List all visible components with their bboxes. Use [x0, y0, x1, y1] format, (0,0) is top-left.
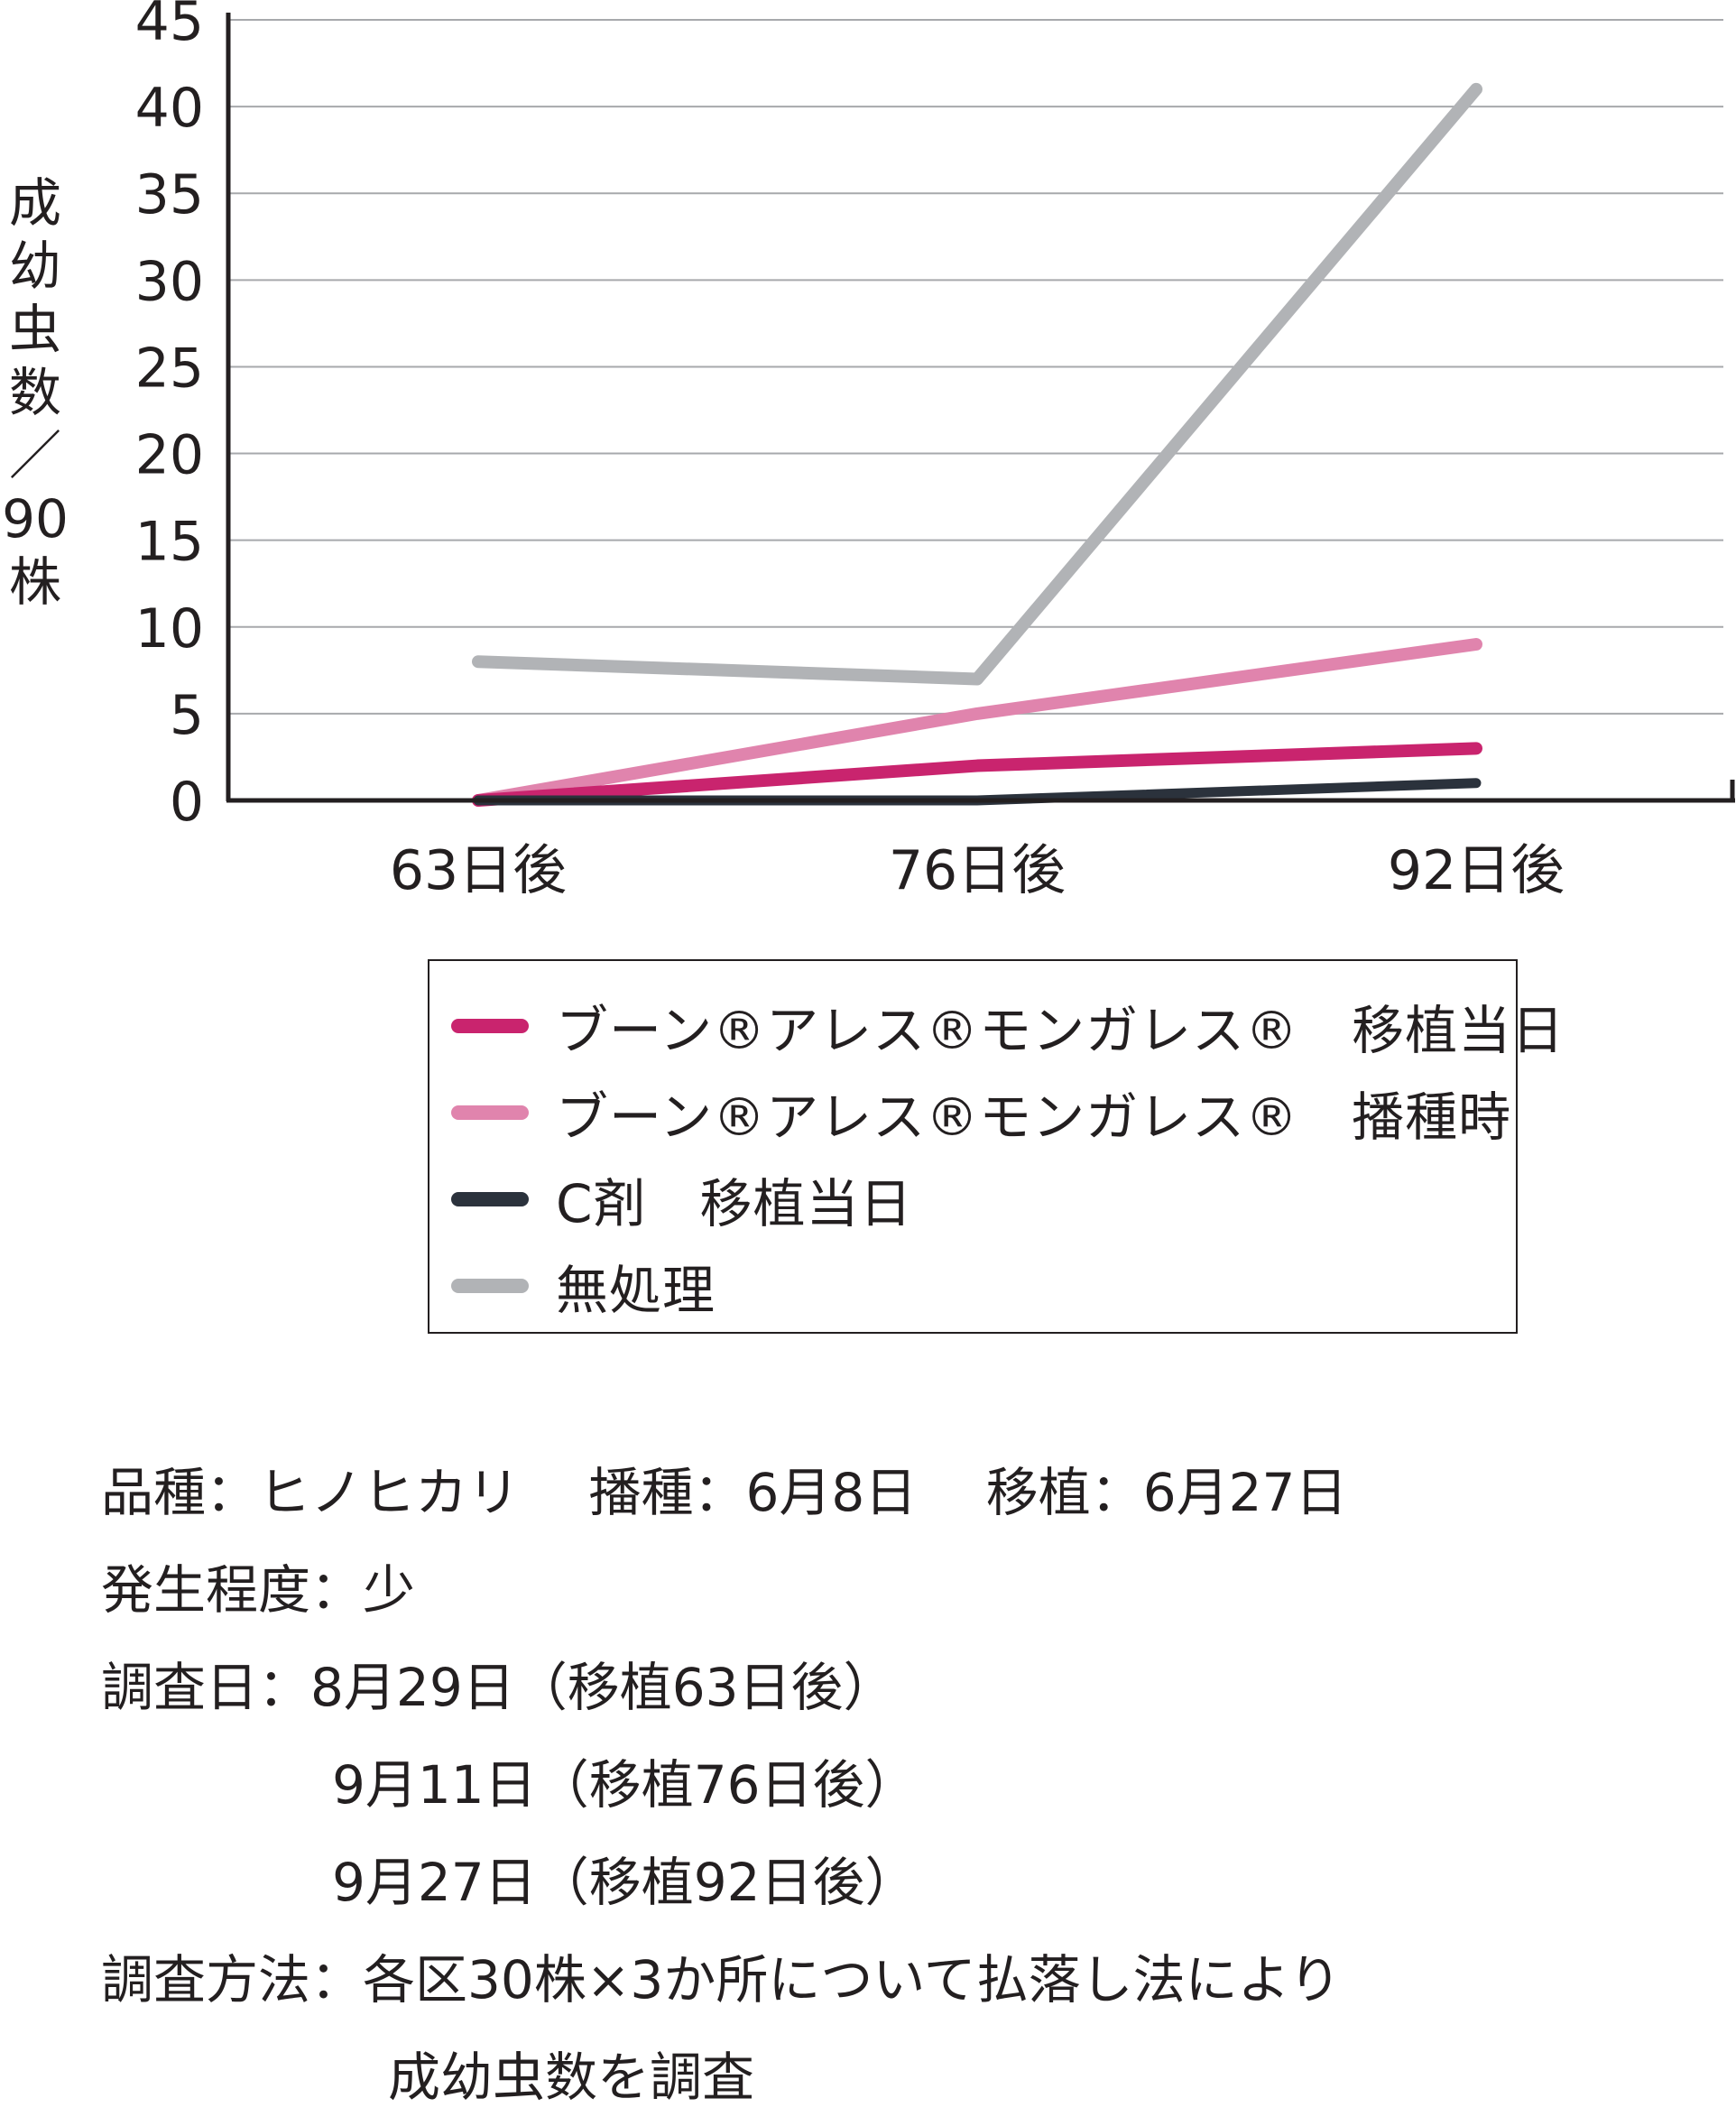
- y-axis-label-char: 虫: [8, 299, 61, 360]
- y-axis-label-char: 幼: [8, 236, 61, 297]
- legend-swatch: [451, 1279, 529, 1293]
- note-value: 9月27日（移植92日後）: [332, 1852, 918, 1913]
- x-tick-label: 76日後: [889, 839, 1066, 902]
- series-line: [472, 638, 1482, 807]
- legend-swatch: [451, 1105, 529, 1120]
- y-tick-label: 40: [135, 77, 204, 140]
- y-axis-label-char: 数: [8, 362, 61, 423]
- legend-label: C剤 移植当日: [556, 1173, 913, 1234]
- y-tick-labels: 0 5 10 15 20 25 30 35 40 45: [135, 0, 204, 834]
- legend-swatch: [451, 1019, 529, 1033]
- y-axis-label-char: ／: [8, 425, 61, 486]
- note-value: 8月29日（移植63日後）: [310, 1657, 896, 1718]
- legend: ブーン®アレス®モンガレス® 移植当日 ブーン®アレス®モンガレス® 播種時 C…: [428, 959, 1564, 1334]
- line-chart: 0 5 10 15 20 25 30 35 40 45 63日後 76日後 92日後: [135, 0, 1735, 902]
- note-key: 調査方法：: [101, 1949, 364, 2010]
- y-tick-label: 20: [135, 424, 204, 487]
- y-tick-label: 30: [135, 250, 204, 313]
- note-value: 9月11日（移植76日後）: [332, 1754, 918, 1816]
- note-row: 9月27日（移植92日後）: [101, 1834, 1347, 1931]
- note-row: 成幼虫数を調査: [101, 2029, 1347, 2126]
- legend-swatch: [451, 1192, 529, 1206]
- y-axis-label-char: 株: [8, 551, 61, 613]
- y-axis-label: 成幼虫数／ 90 株: [0, 171, 70, 614]
- legend-item: ブーン®アレス®モンガレス® 播種時: [451, 1069, 1511, 1156]
- y-tick-label: 15: [135, 511, 204, 574]
- note-row: 発生程度：少: [101, 1541, 1347, 1639]
- note-value: ヒノヒカリ 播種：6月8日 移植：6月27日: [258, 1462, 1348, 1523]
- note-row: 品種： ヒノヒカリ 播種：6月8日 移植：6月27日: [101, 1444, 1347, 1541]
- x-tick-label: 63日後: [390, 839, 567, 902]
- note-row: 調査日： 8月29日（移植63日後）: [101, 1639, 1347, 1736]
- note-key: 調査日：: [101, 1657, 311, 1718]
- legend-item: 無処理: [451, 1243, 716, 1329]
- y-tick-label: 25: [135, 337, 204, 400]
- grid-lines: [228, 19, 1723, 715]
- y-axis-label-char: 成: [8, 172, 61, 234]
- x-tick-label: 92日後: [1388, 839, 1565, 902]
- series-line: [472, 82, 1482, 686]
- note-key: 発生程度：: [101, 1559, 364, 1621]
- legend-item: C剤 移植当日: [451, 1156, 913, 1243]
- y-tick-label: 5: [170, 684, 204, 747]
- series-lines: [472, 82, 1482, 807]
- note-row: 調査方法： 各区30株×3か所について払落し法により: [101, 1931, 1347, 2029]
- note-value: 各区30株×3か所について払落し法により: [363, 1949, 1342, 2010]
- note-row: 9月11日（移植76日後）: [101, 1736, 1347, 1834]
- x-tick-labels: 63日後 76日後 92日後: [390, 839, 1565, 902]
- legend-label: ブーン®アレス®モンガレス® 播種時: [556, 1086, 1512, 1148]
- series-line: [472, 742, 1482, 807]
- note-value: 成幼虫数を調査: [388, 2047, 755, 2108]
- note-key: 品種：: [101, 1462, 259, 1523]
- notes: 品種： ヒノヒカリ 播種：6月8日 移植：6月27日 発生程度：少 調査日： 8月2…: [101, 1444, 1347, 2126]
- legend-label: 無処理: [556, 1260, 716, 1321]
- y-tick-label: 45: [135, 0, 204, 53]
- note-value: 少: [363, 1559, 416, 1621]
- y-axis-label-char: 90: [2, 488, 69, 550]
- y-tick-label: 10: [135, 597, 204, 661]
- legend-label: ブーン®アレス®モンガレス® 移植当日: [556, 1000, 1565, 1061]
- y-tick-label: 0: [170, 771, 204, 834]
- y-tick-label: 35: [135, 163, 204, 226]
- legend-item: ブーン®アレス®モンガレス® 移植当日: [451, 983, 1565, 1069]
